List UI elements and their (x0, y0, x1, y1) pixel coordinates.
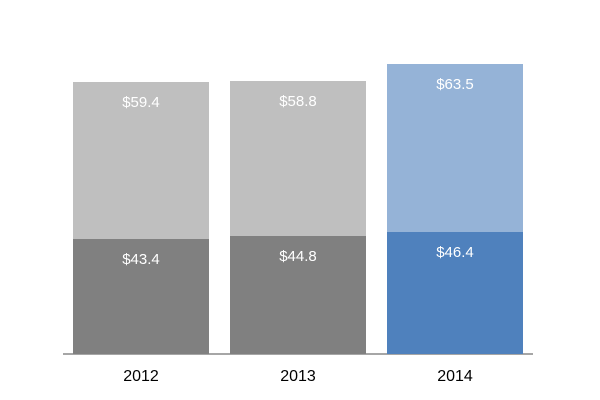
value-label: $59.4 (122, 94, 160, 111)
bar-segment-2013-top-segment: $58.8 (230, 81, 366, 236)
bar-segment-2014-top-segment: $63.5 (387, 64, 523, 232)
bar-2013: $58.8 $44.8 (230, 81, 366, 354)
bar-2014: $63.5 $46.4 (387, 64, 523, 354)
bar-segment-2012-bottom-segment: $43.4 (73, 239, 209, 354)
category-label-2012: 2012 (123, 368, 159, 385)
bar-segment-2014-bottom-segment: $46.4 (387, 232, 523, 354)
bar-2012: $59.4 $43.4 (73, 82, 209, 354)
bar-segment-2013-bottom-segment: $44.8 (230, 236, 366, 354)
category-label-2014: 2014 (437, 368, 473, 385)
category-label-2013: 2013 (280, 368, 316, 385)
value-label: $46.4 (436, 244, 474, 261)
value-label: $58.8 (279, 93, 317, 110)
value-label: $63.5 (436, 76, 474, 93)
value-label: $44.8 (279, 248, 317, 265)
value-label: $43.4 (122, 251, 160, 268)
bar-segment-2012-top-segment: $59.4 (73, 82, 209, 239)
x-axis-line (63, 353, 533, 355)
